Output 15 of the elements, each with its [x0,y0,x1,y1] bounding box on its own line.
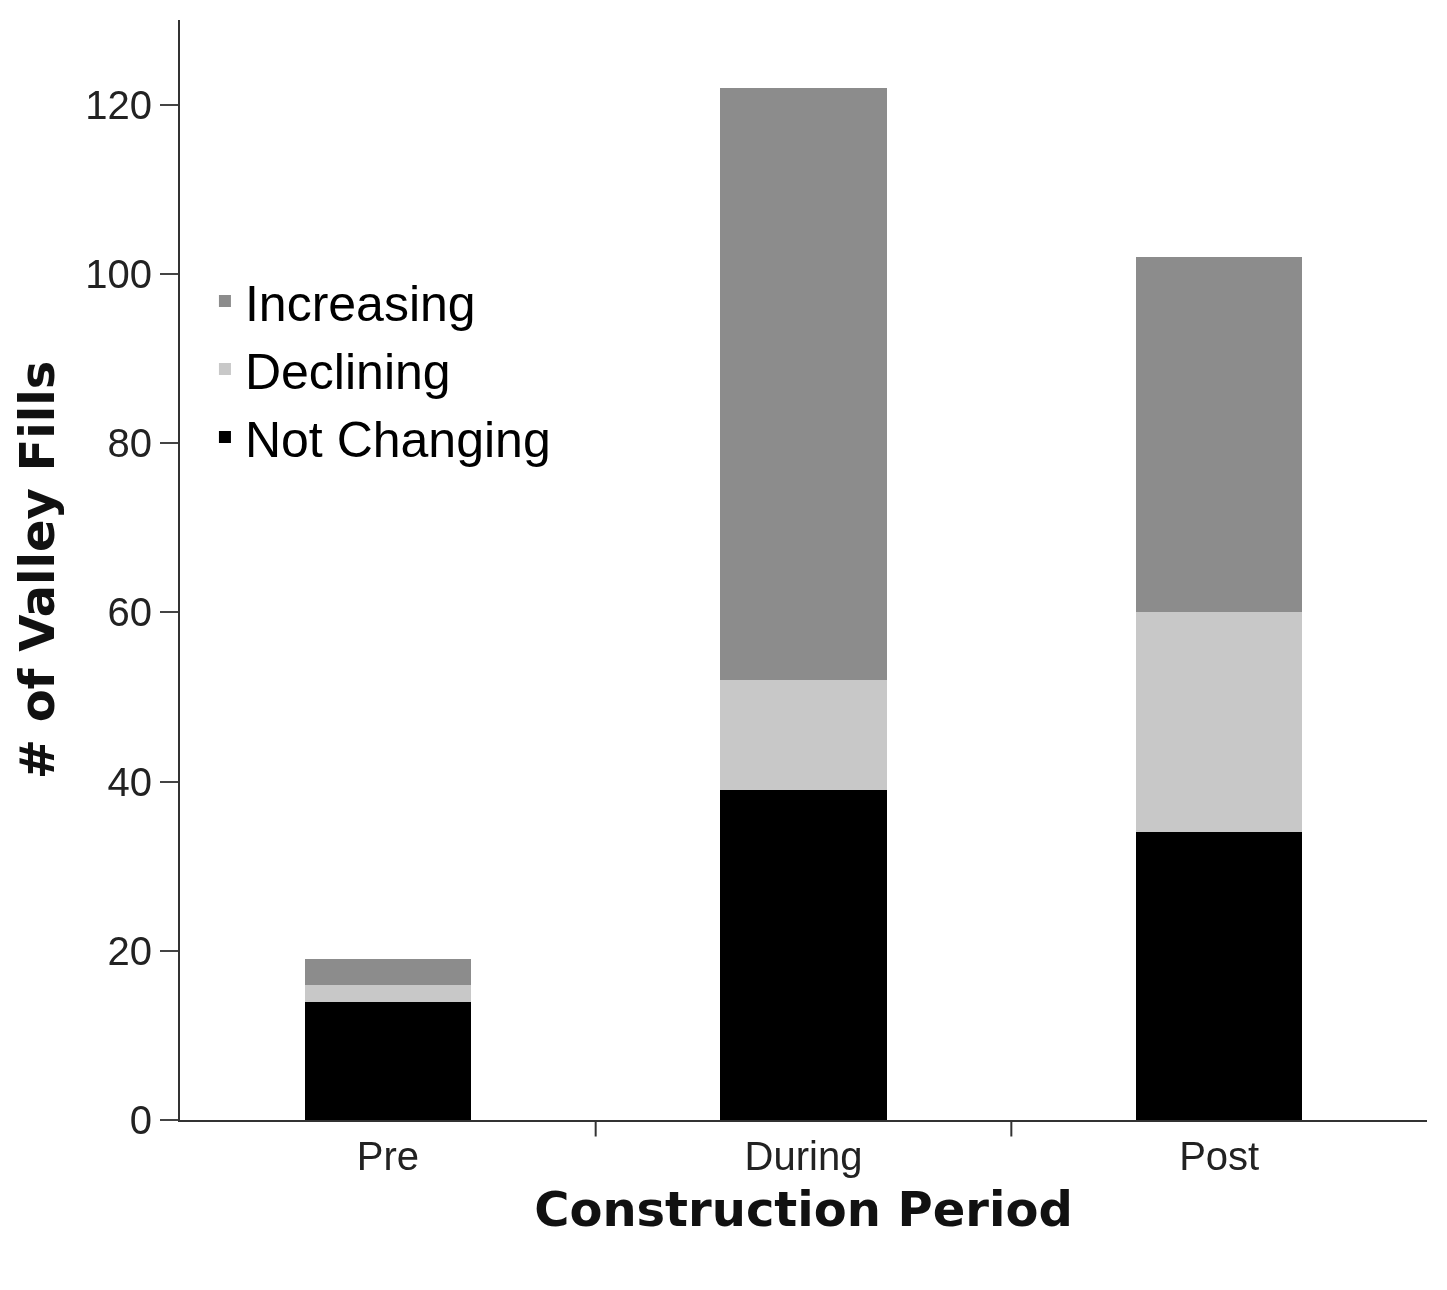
y-tick-label: 20 [107,928,152,973]
y-tick-label: 100 [85,251,152,296]
x-tick-label: During [744,1134,863,1178]
x-tick-label: Pre [356,1134,419,1178]
legend-label: Not Changing [244,411,551,468]
y-axis-title: # of Valley Fills [9,360,66,780]
x-tick-label: Post [1179,1134,1260,1178]
legend-label: Declining [244,343,451,400]
y-tick-label: 120 [85,82,152,127]
legend-label: Increasing [244,275,476,332]
y-tick-label: 40 [107,759,152,804]
y-tick-label: 0 [129,1098,152,1142]
x-axis-title: Construction Period [534,1180,1073,1237]
y-tick-label: 80 [107,421,152,466]
y-tick-label: 60 [107,590,152,635]
